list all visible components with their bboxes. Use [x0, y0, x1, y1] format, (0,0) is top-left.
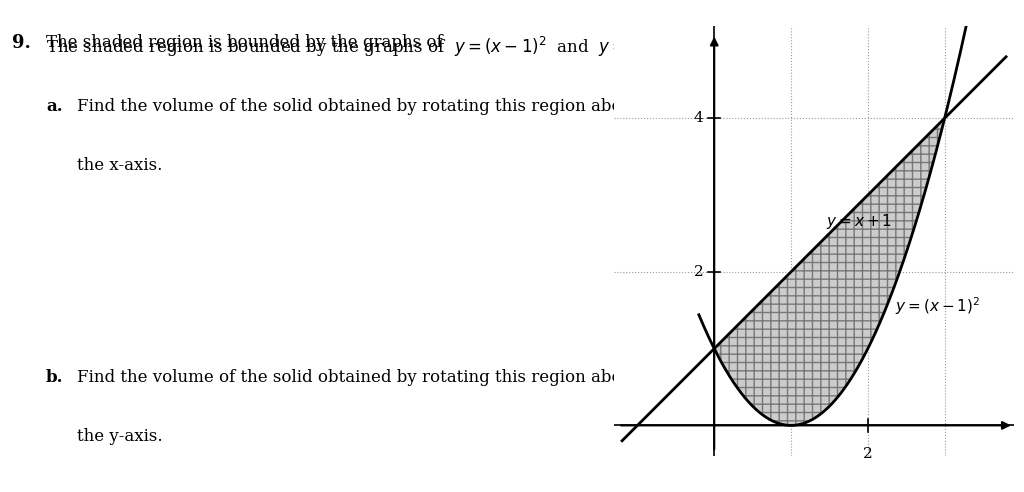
Text: b.: b. — [46, 369, 63, 386]
Text: 4: 4 — [693, 111, 703, 125]
Text: the x-axis.: the x-axis. — [77, 157, 162, 175]
Text: $y=(x-1)^2$: $y=(x-1)^2$ — [895, 296, 980, 317]
Text: The shaded region is bounded by the graphs of: The shaded region is bounded by the grap… — [46, 34, 454, 52]
Text: The shaded region is bounded by the graphs of  $y=(x-1)^2$  and  $y=x+1$: The shaded region is bounded by the grap… — [46, 34, 671, 59]
Text: $y=x+1$: $y=x+1$ — [825, 213, 892, 231]
Text: the y-axis.: the y-axis. — [77, 428, 163, 445]
Text: 2: 2 — [863, 447, 872, 461]
Text: Find the volume of the solid obtained by rotating this region about: Find the volume of the solid obtained by… — [77, 369, 639, 386]
Text: 2: 2 — [693, 265, 703, 279]
Text: Find the volume of the solid obtained by rotating this region about: Find the volume of the solid obtained by… — [77, 98, 639, 116]
Text: a.: a. — [46, 98, 62, 116]
Text: 9.: 9. — [12, 34, 31, 53]
